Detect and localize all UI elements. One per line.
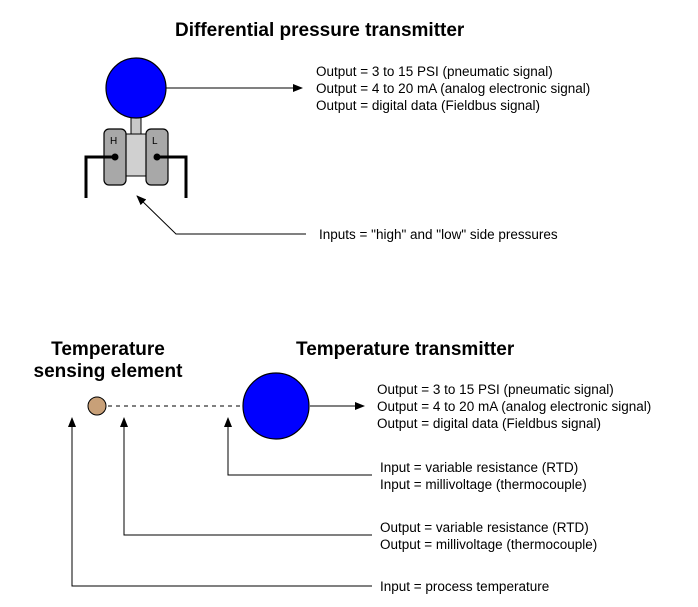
dp-input-leader-arrow (136, 195, 306, 235)
dp-inputs-label: Inputs = "high" and "low" side pressures (319, 227, 558, 242)
temp-output-pneumatic: Output = 3 to 15 PSI (pneumatic signal) (377, 382, 614, 397)
sensor-output-leader-arrow (120, 417, 372, 536)
dp-low-side-impulse-line (157, 155, 188, 198)
transmitter-input-rtd: Input = variable resistance (RTD) (380, 460, 579, 475)
sensing-element-title-line1: Temperature (51, 339, 165, 360)
dp-high-side-impulse-line (84, 155, 116, 198)
transmitter-input-thermocouple: Input = millivoltage (thermocouple) (380, 477, 587, 492)
dp-high-port-dot (111, 153, 119, 161)
dp-port-high-label: H (110, 136, 117, 147)
dp-low-port-dot (153, 153, 161, 161)
dp-transmitter-drawing: H L (84, 57, 306, 235)
transmitter-inputs-block: Input = variable resistance (RTD) Input … (380, 459, 587, 493)
dp-outputs-block: Output = 3 to 15 PSI (pneumatic signal) … (316, 63, 590, 114)
transmitter-input-leader-arrow (224, 417, 372, 476)
dp-output-pneumatic: Output = 3 to 15 PSI (pneumatic signal) (316, 64, 553, 79)
temperature-transmitter-head (242, 372, 310, 440)
process-input-label: Input = process temperature (380, 579, 550, 594)
dp-output-analog: Output = 4 to 20 mA (analog electronic s… (316, 81, 591, 96)
sensor-outputs-block: Output = variable resistance (RTD) Outpu… (380, 519, 597, 553)
temperature-sensing-element (87, 396, 107, 416)
temperature-drawing (68, 372, 372, 587)
sensing-element-title: Temperature sensing element (22, 339, 194, 383)
temp-output-analog: Output = 4 to 20 mA (analog electronic s… (377, 399, 652, 414)
dp-output-digital: Output = digital data (Fieldbus signal) (316, 98, 541, 113)
dp-port-low-label: L (152, 136, 158, 147)
dp-transmitter-head (105, 57, 167, 119)
sensor-output-thermocouple: Output = millivoltage (thermocouple) (380, 537, 598, 552)
temp-output-digital: Output = digital data (Fieldbus signal) (377, 416, 602, 431)
sensor-output-rtd: Output = variable resistance (RTD) (380, 520, 589, 535)
temperature-transmitter-title: Temperature transmitter (296, 339, 515, 360)
process-input-leader-arrow (68, 417, 372, 587)
dp-transmitter-title: Differential pressure transmitter (175, 20, 465, 41)
sensing-element-title-line2: sensing element (33, 361, 183, 382)
temp-outputs-block: Output = 3 to 15 PSI (pneumatic signal) … (377, 381, 651, 432)
